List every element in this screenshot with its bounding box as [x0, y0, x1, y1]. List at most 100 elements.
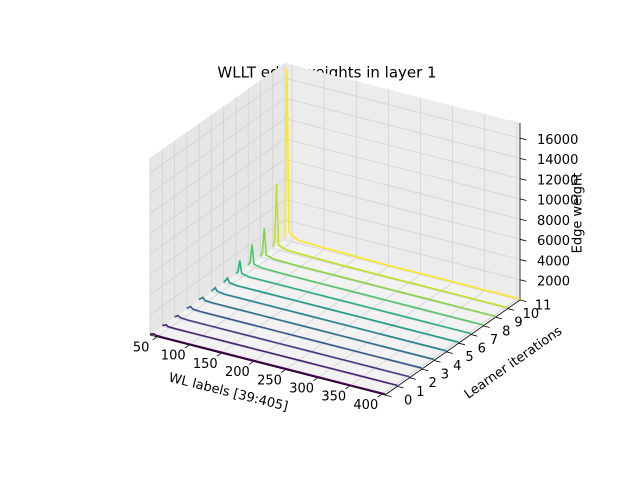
x-tick: [313, 377, 318, 382]
z-tick: [519, 137, 527, 141]
series-line: [284, 68, 521, 300]
z-tick: [519, 198, 527, 201]
y-tick-label: 1: [416, 385, 424, 400]
y-tick: [384, 394, 392, 398]
z-tick: [519, 238, 527, 242]
z-tick-label: 16000: [537, 133, 578, 148]
y-tick-label: 3: [441, 367, 449, 382]
series-line: [223, 276, 459, 343]
y-tick: [507, 308, 515, 311]
grid-line: [284, 158, 521, 220]
z-axis-label: Edge weight: [571, 173, 586, 254]
x-tick: [184, 344, 190, 349]
grid-line: [221, 257, 357, 354]
x-tick: [152, 336, 158, 341]
grid-line: [284, 77, 521, 139]
grid-line: [198, 300, 435, 361]
grid-line: [149, 77, 286, 174]
series-line: [271, 183, 508, 309]
x-tick: [377, 393, 383, 398]
y-tick-label: 4: [453, 359, 461, 374]
y-tick-label: 6: [478, 342, 486, 357]
x-tick-label: 50: [133, 341, 150, 356]
grid-line: [272, 248, 508, 310]
grid-line: [149, 199, 286, 295]
z-tick: [519, 259, 527, 262]
grid-line: [149, 158, 286, 255]
x-tick-label: 150: [193, 357, 218, 372]
series-line: [235, 260, 472, 335]
z-tick-label: 6000: [537, 234, 570, 249]
grid-line: [162, 325, 398, 387]
grid-line: [248, 265, 484, 327]
grid-line: [349, 290, 485, 387]
grid-line: [317, 282, 453, 379]
series-line: [198, 296, 435, 361]
grid-line: [253, 266, 389, 362]
grid-line: [188, 249, 325, 346]
grid-line: [186, 308, 422, 370]
x-tick-label: 200: [225, 365, 250, 380]
y-tick-label: 8: [502, 324, 510, 339]
y-tick: [483, 325, 490, 328]
y-tick: [421, 368, 429, 372]
z-tick: [519, 218, 527, 222]
x-tick-label: 250: [257, 373, 282, 388]
x-tick-label: 350: [321, 390, 346, 405]
z-tick-label: 8000: [537, 214, 570, 229]
x-tick-label: 300: [289, 382, 314, 397]
z-tick-label: 2000: [537, 275, 570, 290]
y-tick: [397, 385, 404, 389]
grid-line: [381, 298, 518, 395]
x-tick: [345, 385, 350, 390]
x-tick: [216, 352, 222, 357]
grid-line: [284, 199, 521, 260]
series-line: [259, 227, 496, 318]
series-line: [162, 323, 398, 387]
y-tick-label: 2: [429, 376, 437, 391]
z-tick-label: 14000: [537, 153, 578, 168]
y-tick-label: 10: [523, 307, 540, 322]
grid-line: [284, 98, 521, 159]
back-pane: [285, 63, 520, 300]
grid-line: [223, 282, 459, 344]
y-tick: [519, 299, 527, 303]
series-line: [186, 305, 423, 369]
grid-line: [260, 256, 496, 318]
y-tick: [495, 316, 502, 320]
y-tick-label: 5: [465, 350, 473, 365]
z-tick-label: 4000: [537, 254, 570, 269]
grid-line: [284, 219, 521, 281]
y-tick: [446, 351, 453, 354]
x-tick-label: 100: [161, 349, 186, 364]
y-axis: [384, 299, 521, 396]
y-tick-label: 9: [514, 316, 522, 331]
grid-line: [284, 239, 521, 301]
z-tick: [519, 178, 527, 181]
x-axis: [149, 334, 386, 396]
x-tick: [248, 361, 254, 365]
y-tick-label: 11: [535, 298, 552, 313]
left-pane: [150, 63, 285, 335]
grid-line: [149, 178, 286, 275]
series-line: [247, 244, 484, 326]
x-tick: [280, 369, 286, 373]
z-tick: [519, 158, 527, 161]
y-tick-label: 7: [490, 333, 498, 348]
grid-line: [211, 291, 447, 353]
x-tick-label: 400: [353, 398, 378, 413]
grid-line: [284, 118, 521, 180]
floor-pane: [150, 240, 520, 395]
series-line: [149, 333, 386, 395]
z-tick-label: 12000: [537, 173, 578, 188]
y-tick: [433, 360, 441, 363]
y-tick: [409, 377, 417, 380]
series-line: [210, 286, 447, 352]
grid-line: [174, 317, 410, 379]
y-tick-label: 0: [404, 393, 412, 408]
y-tick: [458, 342, 466, 346]
grid-line: [149, 138, 286, 235]
series-line: [174, 314, 410, 378]
grid-line: [285, 274, 421, 370]
